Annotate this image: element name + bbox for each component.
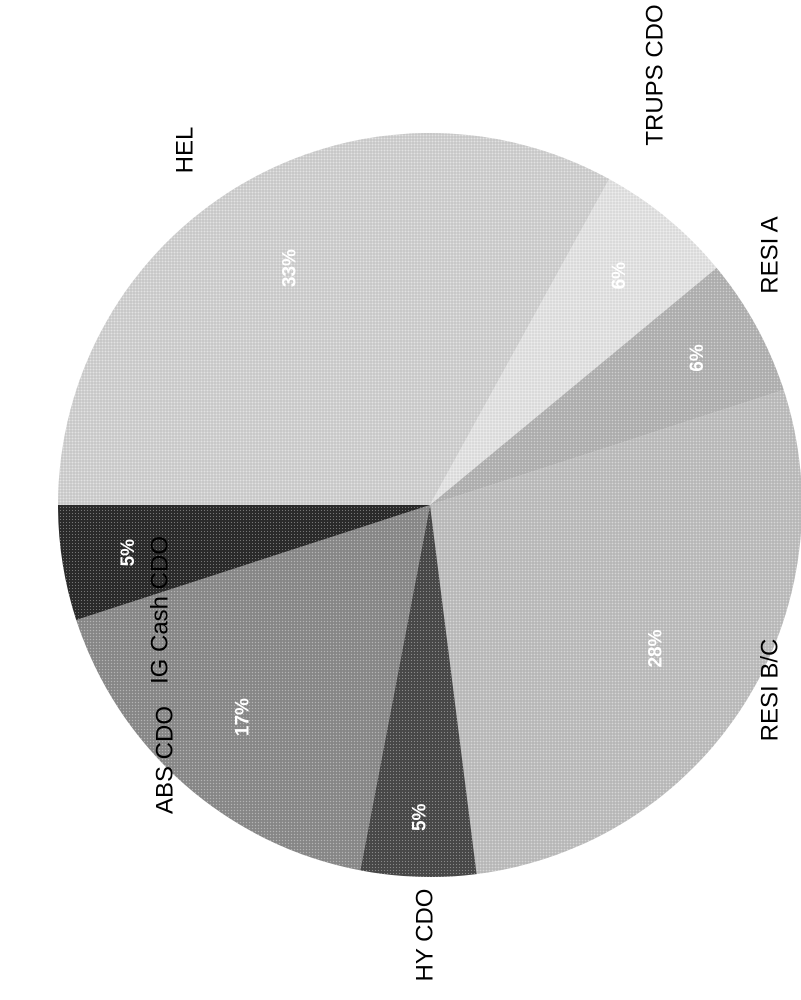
pie-slice-texture-resi-a (430, 267, 784, 505)
pie-value-labels: 33% 6% 6% 28% 5% 17% 5% (118, 249, 708, 831)
pie-slice-texture-resi-b-c (430, 390, 801, 875)
pie-category-label-hel: HEL (172, 127, 199, 174)
pie-value-label-hel: 33% (279, 249, 300, 287)
pie-category-labels: HEL TRUPS CDO RESI A RESI B/C HY CDO ABS CDO I… (147, 4, 784, 981)
pie-slices (57, 132, 801, 878)
pie-category-label-resi-b-c: RESI B/C (757, 639, 784, 742)
pie-slice-texture-hy-cdo (360, 505, 477, 878)
pie-category-label-trups-cdo: TRUPS CDO (642, 4, 669, 145)
pie-value-label-hy-cdo: 5% (410, 803, 431, 831)
pie-slice-texture-trups-cdo (430, 179, 717, 505)
pie-value-label-ig-cash-cdo: 5% (118, 539, 139, 567)
pie-slice-texture-ig-cash-cdo (58, 505, 430, 620)
pie-category-label-resi-a: RESI A (757, 216, 784, 293)
pie-category-label-hy-cdo: HY CDO (412, 889, 439, 982)
pie-value-label-resi-b-c: 28% (646, 629, 667, 667)
pie-value-label-abs-cdo: 17% (233, 698, 254, 736)
pie-value-label-trups-cdo: 6% (609, 262, 630, 290)
pie-value-label-resi-a: 6% (687, 344, 708, 372)
pie-slice-texture-hel (57, 132, 610, 506)
pie-slice-texture-abs-cdo (76, 505, 431, 871)
pie-category-label-abs-cdo: ABS CDO (152, 706, 179, 814)
pie-category-label-ig-cash-cdo: IG Cash CDO (147, 536, 174, 684)
